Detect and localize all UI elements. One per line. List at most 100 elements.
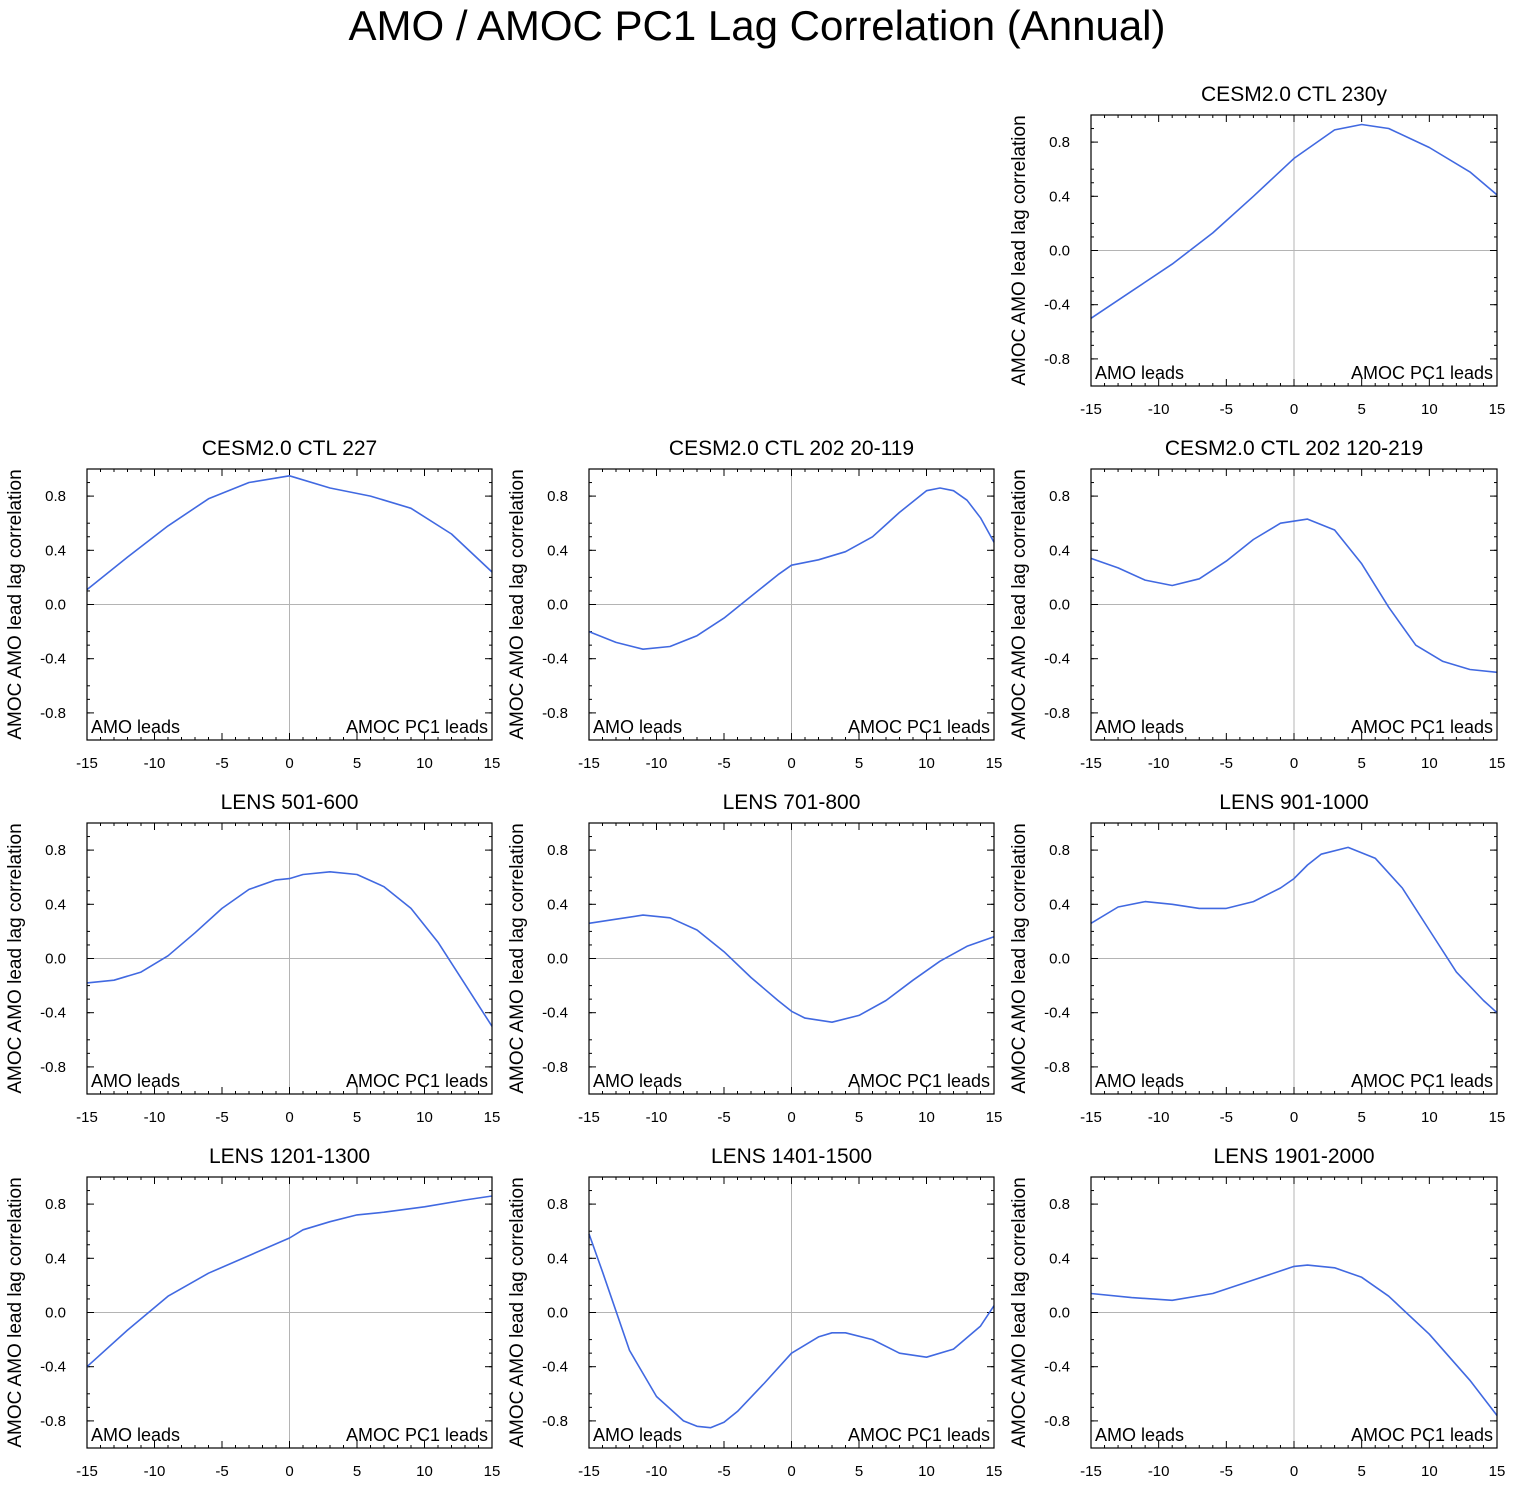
x-tick-label: 10 bbox=[416, 1109, 433, 1126]
amo-leads-label: AMO leads bbox=[1095, 717, 1184, 737]
y-tick-label: 0.0 bbox=[45, 597, 66, 614]
y-tick-label: -0.8 bbox=[40, 705, 66, 722]
y-tick-label: 0.8 bbox=[547, 488, 568, 505]
y-tick-label: 0.4 bbox=[45, 1250, 66, 1267]
y-tick-label: 0.4 bbox=[1049, 188, 1070, 205]
x-tick-label: 15 bbox=[986, 1463, 1003, 1480]
x-tick-label: -5 bbox=[1220, 401, 1233, 418]
panel-title: CESM2.0 CTL 202 20-119 bbox=[669, 437, 914, 460]
x-tick-label: -10 bbox=[1148, 1463, 1170, 1480]
x-tick-label: -10 bbox=[646, 1109, 668, 1126]
y-tick-label: 0.8 bbox=[547, 1196, 568, 1213]
plot-frame bbox=[86, 468, 493, 741]
x-tick-label: -10 bbox=[646, 755, 668, 772]
y-axis-label: AMOC AMO lead lag correlation bbox=[507, 469, 528, 739]
x-tick-label: 5 bbox=[1357, 1463, 1365, 1480]
x-tick-label: 0 bbox=[1290, 1109, 1298, 1126]
x-tick-label: 0 bbox=[787, 755, 795, 772]
y-tick-label: -0.8 bbox=[40, 1059, 66, 1076]
amoc-leads-label: AMOC PC1 leads bbox=[848, 1071, 990, 1091]
x-tick-label: -10 bbox=[1148, 401, 1170, 418]
x-tick-label: 15 bbox=[986, 755, 1003, 772]
x-tick-label: -10 bbox=[144, 1109, 166, 1126]
y-tick-label: -0.8 bbox=[1044, 1413, 1070, 1430]
y-tick-label: 0.8 bbox=[45, 842, 66, 859]
y-tick-label: 0.8 bbox=[1049, 488, 1070, 505]
y-tick-label: 0.0 bbox=[547, 951, 568, 968]
y-tick-label: 0.4 bbox=[1049, 896, 1070, 913]
amoc-leads-label: AMOC PC1 leads bbox=[346, 717, 488, 737]
y-tick-label: 0.0 bbox=[547, 597, 568, 614]
y-tick-label: 0.0 bbox=[547, 1305, 568, 1322]
panel-title: CESM2.0 CTL 227 bbox=[202, 437, 377, 460]
y-tick-label: -0.4 bbox=[542, 1005, 568, 1022]
x-tick-label: 5 bbox=[855, 755, 863, 772]
x-tick-label: -5 bbox=[215, 755, 228, 772]
amo-leads-label: AMO leads bbox=[1095, 363, 1184, 383]
chart-panel-ctl-202-120-219: -15 -10 -5 0 5 10 15 -0.8 -0.4 0.0 0.4 0.8 CESM2.0 C… bbox=[1009, 437, 1505, 772]
chart-panel-ctl-202-20-119: -15 -10 -5 0 5 10 15 -0.8 -0.4 0.0 0.4 0.8 CESM2.0 C… bbox=[507, 437, 1002, 772]
correlation-series-line bbox=[588, 914, 995, 1023]
y-tick-label: -0.8 bbox=[1044, 1059, 1070, 1076]
x-tick-label: 10 bbox=[1421, 755, 1438, 772]
amo-leads-label: AMO leads bbox=[91, 1425, 180, 1445]
amoc-leads-label: AMOC PC1 leads bbox=[848, 1425, 990, 1445]
amoc-leads-label: AMOC PC1 leads bbox=[346, 1425, 488, 1445]
y-tick-label: 0.8 bbox=[1049, 134, 1070, 151]
y-tick-label: -0.4 bbox=[542, 651, 568, 668]
x-tick-label: 15 bbox=[1489, 1463, 1506, 1480]
x-tick-label: 5 bbox=[353, 1109, 361, 1126]
amoc-leads-label: AMOC PC1 leads bbox=[1351, 363, 1493, 383]
y-tick-label: 0.8 bbox=[45, 1196, 66, 1213]
y-tick-label: 0.4 bbox=[547, 542, 568, 559]
correlation-series-line bbox=[1090, 846, 1498, 1014]
x-tick-label: 0 bbox=[1290, 1463, 1298, 1480]
correlation-series-line bbox=[1090, 1264, 1498, 1416]
y-tick-label: -0.8 bbox=[1044, 705, 1070, 722]
x-tick-label: 10 bbox=[416, 1463, 433, 1480]
x-tick-label: 10 bbox=[1421, 401, 1438, 418]
correlation-series-line bbox=[86, 475, 493, 591]
y-tick-label: 0.4 bbox=[547, 1250, 568, 1267]
x-tick-label: 5 bbox=[855, 1109, 863, 1126]
x-tick-label: -5 bbox=[717, 755, 730, 772]
x-tick-label: -15 bbox=[578, 1463, 600, 1480]
plot-frame bbox=[588, 822, 995, 1095]
amo-leads-label: AMO leads bbox=[593, 1425, 682, 1445]
y-axis-label: AMOC AMO lead lag correlation bbox=[5, 823, 26, 1093]
y-tick-label: 0.8 bbox=[45, 488, 66, 505]
amo-leads-label: AMO leads bbox=[1095, 1071, 1184, 1091]
plot-frame bbox=[1090, 1176, 1498, 1449]
y-tick-label: -0.4 bbox=[1044, 1005, 1070, 1022]
x-tick-label: 0 bbox=[1290, 401, 1298, 418]
x-tick-label: 15 bbox=[484, 755, 501, 772]
chart-panel-lens-1401-1500: -15 -10 -5 0 5 10 15 -0.8 -0.4 0.0 0.4 0.8 LENS 1401… bbox=[507, 1145, 1002, 1480]
x-tick-label: -5 bbox=[717, 1109, 730, 1126]
chart-panel-lens-1901-2000: -15 -10 -5 0 5 10 15 -0.8 -0.4 0.0 0.4 0.8 LENS 1901… bbox=[1009, 1145, 1505, 1480]
x-tick-label: -10 bbox=[646, 1463, 668, 1480]
x-tick-label: 10 bbox=[918, 755, 935, 772]
x-tick-label: -15 bbox=[578, 1109, 600, 1126]
correlation-series-line bbox=[1090, 123, 1498, 319]
y-tick-label: 0.8 bbox=[1049, 842, 1070, 859]
x-tick-label: -5 bbox=[1220, 1463, 1233, 1480]
y-axis-label: AMOC AMO lead lag correlation bbox=[507, 823, 528, 1093]
chart-panel-lens-701-800: -15 -10 -5 0 5 10 15 -0.8 -0.4 0.0 0.4 0.8 LENS 701-… bbox=[507, 791, 1002, 1126]
plot-frame bbox=[588, 468, 995, 741]
x-tick-label: 15 bbox=[986, 1109, 1003, 1126]
x-tick-label: -10 bbox=[144, 1463, 166, 1480]
x-tick-label: -10 bbox=[1148, 755, 1170, 772]
correlation-series-line bbox=[1090, 518, 1498, 674]
correlation-series-line bbox=[588, 1233, 995, 1429]
amoc-leads-label: AMOC PC1 leads bbox=[1351, 1425, 1493, 1445]
x-tick-label: 5 bbox=[1357, 1109, 1365, 1126]
plot-frame bbox=[1090, 822, 1498, 1095]
x-tick-label: 0 bbox=[787, 1109, 795, 1126]
y-tick-label: -0.4 bbox=[1044, 297, 1070, 314]
y-tick-label: -0.4 bbox=[542, 1359, 568, 1376]
y-tick-label: 0.4 bbox=[45, 542, 66, 559]
figure-title: AMO / AMOC PC1 Lag Correlation (Annual) bbox=[348, 2, 1166, 49]
x-tick-label: -15 bbox=[76, 1109, 98, 1126]
y-axis-label: AMOC AMO lead lag correlation bbox=[5, 1177, 26, 1447]
plot-frame bbox=[1090, 468, 1498, 741]
